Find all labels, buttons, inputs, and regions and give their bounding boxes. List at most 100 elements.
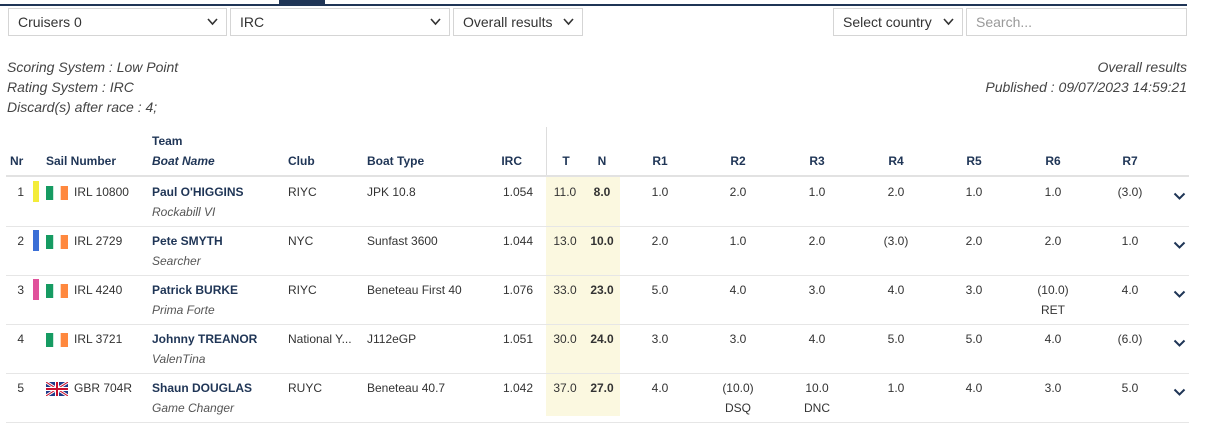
irc-rating: 1.051 (502, 332, 533, 346)
rank: 5 (17, 381, 24, 395)
total-column-highlight (546, 177, 620, 416)
race-score: (3.0) (883, 234, 909, 248)
view-info: Overall results (1097, 59, 1187, 75)
row-border (6, 226, 1189, 227)
flag (45, 380, 69, 398)
rank: 3 (17, 283, 24, 297)
sail-number: GBR 704R (74, 381, 133, 395)
race-score: 1.0 (808, 185, 826, 199)
sail-number: IRL 10800 (74, 185, 129, 199)
boat-type: Beneteau 40.7 (367, 381, 446, 395)
net-points: 23.0 (590, 283, 614, 297)
race-score: 4.0 (1044, 332, 1062, 346)
race-score: 3.0 (1044, 381, 1062, 395)
race-score: 3.0 (729, 332, 747, 346)
race-score: 5.0 (965, 332, 983, 346)
country-select[interactable]: Select country (833, 8, 963, 36)
flag (46, 235, 68, 249)
race-score: 2.0 (887, 185, 905, 199)
race-score: (10.0) (1037, 283, 1069, 297)
irc-rating: 1.044 (502, 234, 533, 248)
race-score: 5.0 (1121, 381, 1139, 395)
select-text: Cruisers 0 (18, 14, 82, 30)
header-sail: Sail Number (46, 154, 117, 168)
boat-type: JPK 10.8 (367, 185, 416, 199)
total-points: 30.0 (553, 332, 577, 346)
rating-select[interactable]: IRC (230, 8, 450, 36)
irc-rating: 1.076 (502, 283, 533, 297)
search-input[interactable]: Search... (966, 8, 1187, 36)
rank: 1 (17, 185, 24, 199)
race-score: 3.0 (651, 332, 669, 346)
club: RUYC (288, 381, 323, 395)
boat-name: Searcher (152, 254, 201, 268)
race-score: 3.0 (965, 283, 983, 297)
team-name: Paul O'HIGGINS (152, 185, 244, 199)
club: RIYC (288, 185, 317, 199)
expand-row[interactable] (1173, 237, 1186, 249)
scoring-info: Scoring System : Low Point (7, 59, 179, 75)
expand-row[interactable] (1173, 384, 1186, 396)
chevron (563, 18, 574, 26)
total-points: 13.0 (553, 234, 577, 248)
rank: 4 (17, 332, 24, 346)
race-score: 2.0 (1044, 234, 1062, 248)
boat-name: Game Changer (152, 401, 235, 415)
expand-row[interactable] (1173, 335, 1186, 347)
race-score: 2.0 (808, 234, 826, 248)
division-select[interactable]: Cruisers 0 (8, 8, 227, 36)
boat-type: Beneteau First 40 (367, 283, 462, 297)
race-code: DSQ (724, 401, 751, 415)
header-race: R6 (1045, 154, 1061, 168)
club: NYC (288, 234, 314, 248)
column-divider (546, 127, 547, 177)
chevron (430, 18, 441, 26)
team-name: Patrick BURKE (152, 283, 239, 297)
race-score: 10.0 (805, 381, 829, 395)
active-tab[interactable] (279, 0, 325, 6)
race-score: 4.0 (887, 283, 905, 297)
race-score: 5.0 (651, 283, 669, 297)
race-score: 1.0 (1121, 234, 1139, 248)
row-border (6, 324, 1189, 325)
tab-bar (0, 4, 1187, 6)
irc-rating: 1.042 (502, 381, 533, 395)
expand-row[interactable] (1173, 188, 1186, 200)
race-score: 2.0 (729, 185, 747, 199)
header-race: R5 (966, 154, 982, 168)
net-points: 27.0 (590, 381, 614, 395)
team-name: Pete SMYTH (152, 234, 223, 248)
header-race: R4 (888, 154, 904, 168)
expand-row[interactable] (1173, 286, 1186, 298)
row-border (6, 275, 1189, 276)
race-score: 4.0 (1121, 283, 1139, 297)
boat-type: Sunfast 3600 (367, 234, 438, 248)
header-race: R7 (1122, 154, 1138, 168)
race-score: 3.0 (808, 283, 826, 297)
rating-info: Rating System : IRC (7, 79, 134, 95)
select-text: IRC (240, 14, 265, 30)
header-net: N (597, 154, 607, 168)
sail-number: IRL 2729 (74, 234, 123, 248)
race-score: 1.0 (887, 381, 905, 395)
placeholder: Search... (976, 14, 1033, 30)
net-points: 8.0 (593, 185, 611, 199)
select-text: Overall results (463, 14, 553, 30)
race-score: 4.0 (808, 332, 826, 346)
view-select[interactable]: Overall results (453, 8, 583, 36)
header-border (6, 175, 1189, 177)
race-score: 1.0 (965, 185, 983, 199)
flag (46, 284, 68, 298)
net-points: 24.0 (590, 332, 614, 346)
boat-name: Prima Forte (152, 303, 215, 317)
row-border (6, 373, 1189, 374)
chevron (207, 18, 218, 26)
irc-rating: 1.054 (502, 185, 533, 199)
boat-type: J112eGP (367, 332, 417, 346)
color-marker (33, 279, 39, 300)
race-score: 4.0 (651, 381, 669, 395)
boat-name: ValenTina (152, 352, 206, 366)
published-info: Published : 09/07/2023 14:59:21 (985, 79, 1187, 95)
race-code: RET (1041, 303, 1065, 317)
